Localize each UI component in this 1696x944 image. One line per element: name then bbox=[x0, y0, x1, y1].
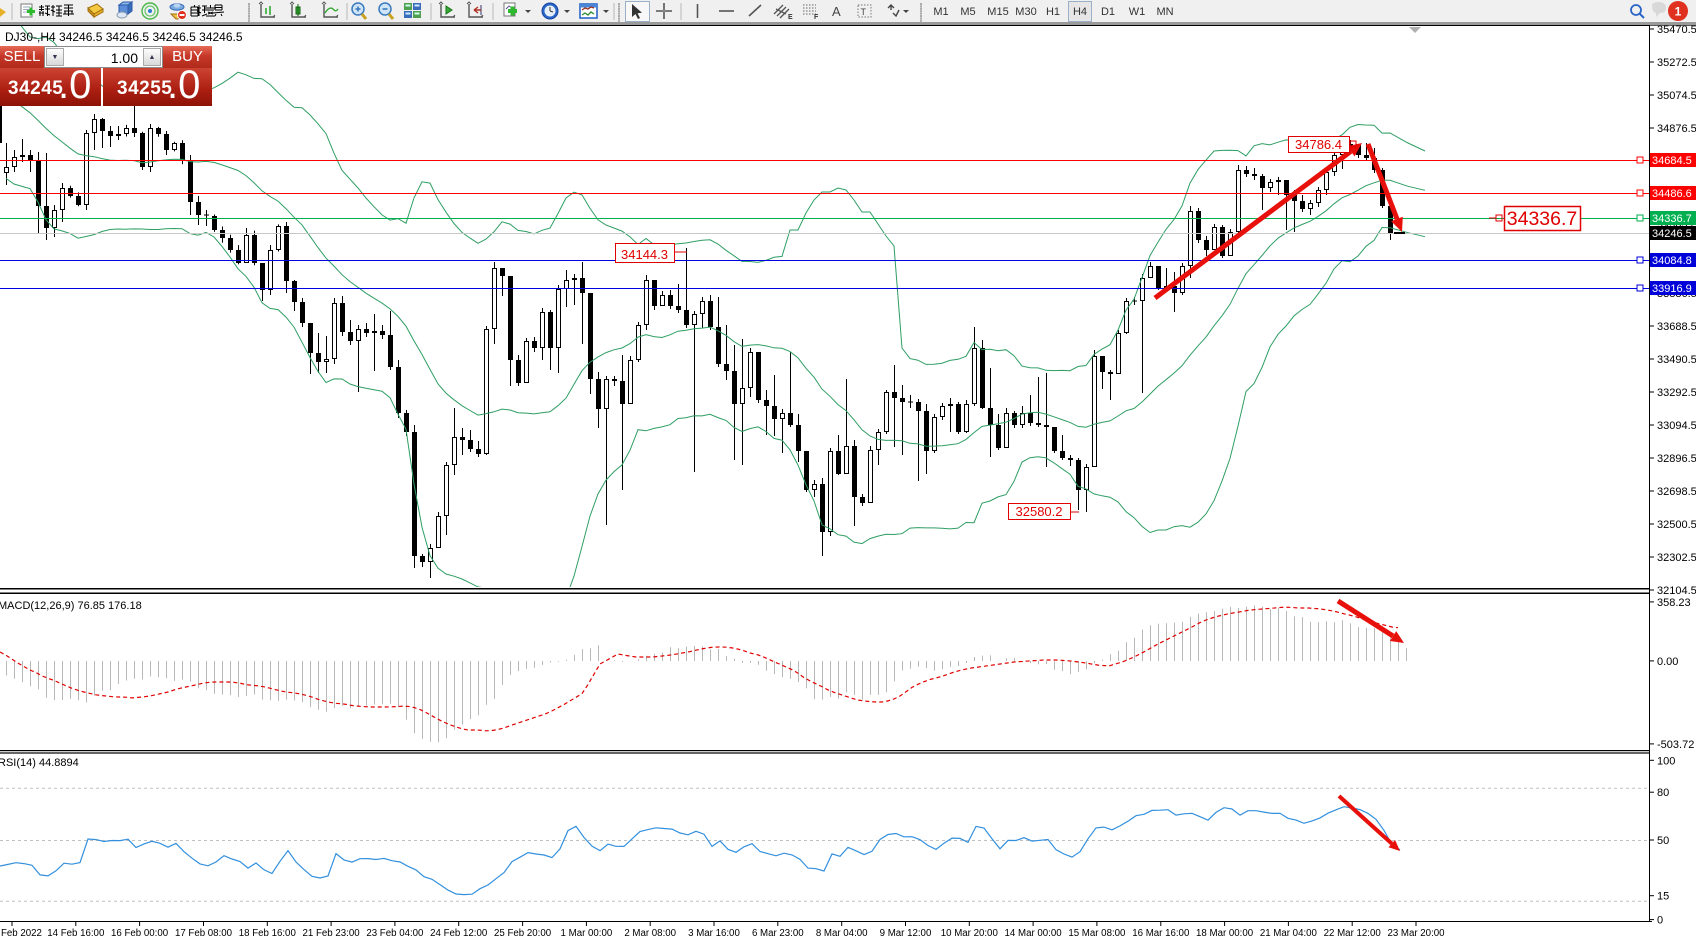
svg-text:M1: M1 bbox=[933, 6, 948, 18]
svg-text:M30: M30 bbox=[1015, 6, 1036, 18]
svg-text:D1: D1 bbox=[1101, 6, 1115, 18]
svg-text:17 Feb 08:00: 17 Feb 08:00 bbox=[175, 928, 233, 939]
svg-text:18 Feb 16:00: 18 Feb 16:00 bbox=[239, 928, 297, 939]
svg-text:16 Feb 00:00: 16 Feb 00:00 bbox=[111, 928, 169, 939]
svg-text:18 Mar 00:00: 18 Mar 00:00 bbox=[1196, 928, 1254, 939]
svg-text:RSI(14) 44.8894: RSI(14) 44.8894 bbox=[0, 757, 79, 769]
svg-text:33094.5: 33094.5 bbox=[1657, 420, 1696, 432]
svg-text:T: T bbox=[861, 7, 867, 17]
svg-text:32698.5: 32698.5 bbox=[1657, 486, 1696, 498]
svg-text:34684.5: 34684.5 bbox=[1652, 155, 1692, 167]
svg-text:M15: M15 bbox=[987, 6, 1008, 18]
svg-text:2 Mar 08:00: 2 Mar 08:00 bbox=[624, 928, 676, 939]
svg-text:34246.5: 34246.5 bbox=[1652, 228, 1692, 240]
svg-text:80: 80 bbox=[1657, 787, 1669, 799]
svg-text:10 Mar 20:00: 10 Mar 20:00 bbox=[941, 928, 999, 939]
svg-text:32896.5: 32896.5 bbox=[1657, 453, 1696, 465]
svg-text:35074.5: 35074.5 bbox=[1657, 90, 1696, 102]
svg-text:23 Mar 20:00: 23 Mar 20:00 bbox=[1387, 928, 1445, 939]
svg-text:8 Mar 04:00: 8 Mar 04:00 bbox=[816, 928, 868, 939]
svg-text:MACD(12,26,9) 76.85 176.18: MACD(12,26,9) 76.85 176.18 bbox=[0, 600, 142, 612]
svg-text:32580.2: 32580.2 bbox=[1016, 504, 1063, 519]
svg-text:34144.3: 34144.3 bbox=[621, 247, 668, 262]
svg-text:50: 50 bbox=[1657, 835, 1669, 847]
svg-text:32302.5: 32302.5 bbox=[1657, 552, 1696, 564]
svg-text:34084.8: 34084.8 bbox=[1652, 255, 1692, 267]
svg-text:25 Feb 20:00: 25 Feb 20:00 bbox=[494, 928, 552, 939]
svg-text:34486.6: 34486.6 bbox=[1652, 188, 1692, 200]
svg-text:W1: W1 bbox=[1129, 6, 1146, 18]
svg-text:23 Feb 04:00: 23 Feb 04:00 bbox=[366, 928, 424, 939]
svg-text:35272.5: 35272.5 bbox=[1657, 57, 1696, 69]
svg-text:3 Mar 16:00: 3 Mar 16:00 bbox=[688, 928, 740, 939]
svg-text:15 Mar 08:00: 15 Mar 08:00 bbox=[1068, 928, 1126, 939]
svg-text:33292.5: 33292.5 bbox=[1657, 387, 1696, 399]
svg-text:E: E bbox=[788, 14, 793, 21]
svg-text:16 Mar 16:00: 16 Mar 16:00 bbox=[1132, 928, 1190, 939]
svg-text:15: 15 bbox=[1657, 891, 1669, 903]
svg-text:6 Mar 23:00: 6 Mar 23:00 bbox=[752, 928, 804, 939]
svg-text:22 Mar 12:00: 22 Mar 12:00 bbox=[1324, 928, 1382, 939]
svg-text:14 Feb 16:00: 14 Feb 16:00 bbox=[47, 928, 105, 939]
svg-text:H1: H1 bbox=[1046, 6, 1060, 18]
svg-text:MN: MN bbox=[1156, 6, 1173, 18]
svg-text:0.00: 0.00 bbox=[1657, 656, 1678, 668]
svg-text:M5: M5 bbox=[960, 6, 975, 18]
svg-text:DJ30-,H4 34246.5 34246.5 34246: DJ30-,H4 34246.5 34246.5 34246.5 34246.5 bbox=[5, 30, 243, 44]
svg-text:-503.72: -503.72 bbox=[1657, 739, 1694, 751]
svg-text:34786.4: 34786.4 bbox=[1295, 137, 1342, 152]
svg-text:A: A bbox=[832, 4, 841, 19]
svg-text:33688.5: 33688.5 bbox=[1657, 321, 1696, 333]
svg-text:Feb 2022: Feb 2022 bbox=[1, 928, 42, 939]
svg-text:35470.5: 35470.5 bbox=[1657, 24, 1696, 36]
svg-text:H4: H4 bbox=[1073, 6, 1087, 18]
svg-text:33490.5: 33490.5 bbox=[1657, 354, 1696, 366]
svg-text:1 Mar 00:00: 1 Mar 00:00 bbox=[561, 928, 613, 939]
svg-text:34876.5: 34876.5 bbox=[1657, 123, 1696, 135]
svg-text:9 Mar 12:00: 9 Mar 12:00 bbox=[880, 928, 932, 939]
svg-text:358.23: 358.23 bbox=[1657, 597, 1691, 609]
svg-text:21 Mar 04:00: 21 Mar 04:00 bbox=[1260, 928, 1318, 939]
svg-text:32104.5: 32104.5 bbox=[1657, 585, 1696, 597]
svg-text:32500.5: 32500.5 bbox=[1657, 519, 1696, 531]
svg-text:1: 1 bbox=[1675, 5, 1682, 19]
svg-text:F: F bbox=[814, 14, 819, 21]
svg-text:24 Feb 12:00: 24 Feb 12:00 bbox=[430, 928, 488, 939]
svg-text:0: 0 bbox=[1657, 915, 1663, 927]
svg-text:14 Mar 00:00: 14 Mar 00:00 bbox=[1005, 928, 1063, 939]
svg-text:34336.7: 34336.7 bbox=[1507, 208, 1578, 230]
svg-text:21 Feb 23:00: 21 Feb 23:00 bbox=[303, 928, 361, 939]
svg-text:33916.9: 33916.9 bbox=[1652, 283, 1692, 295]
svg-text:34336.7: 34336.7 bbox=[1652, 213, 1692, 225]
svg-text:100: 100 bbox=[1657, 755, 1675, 767]
